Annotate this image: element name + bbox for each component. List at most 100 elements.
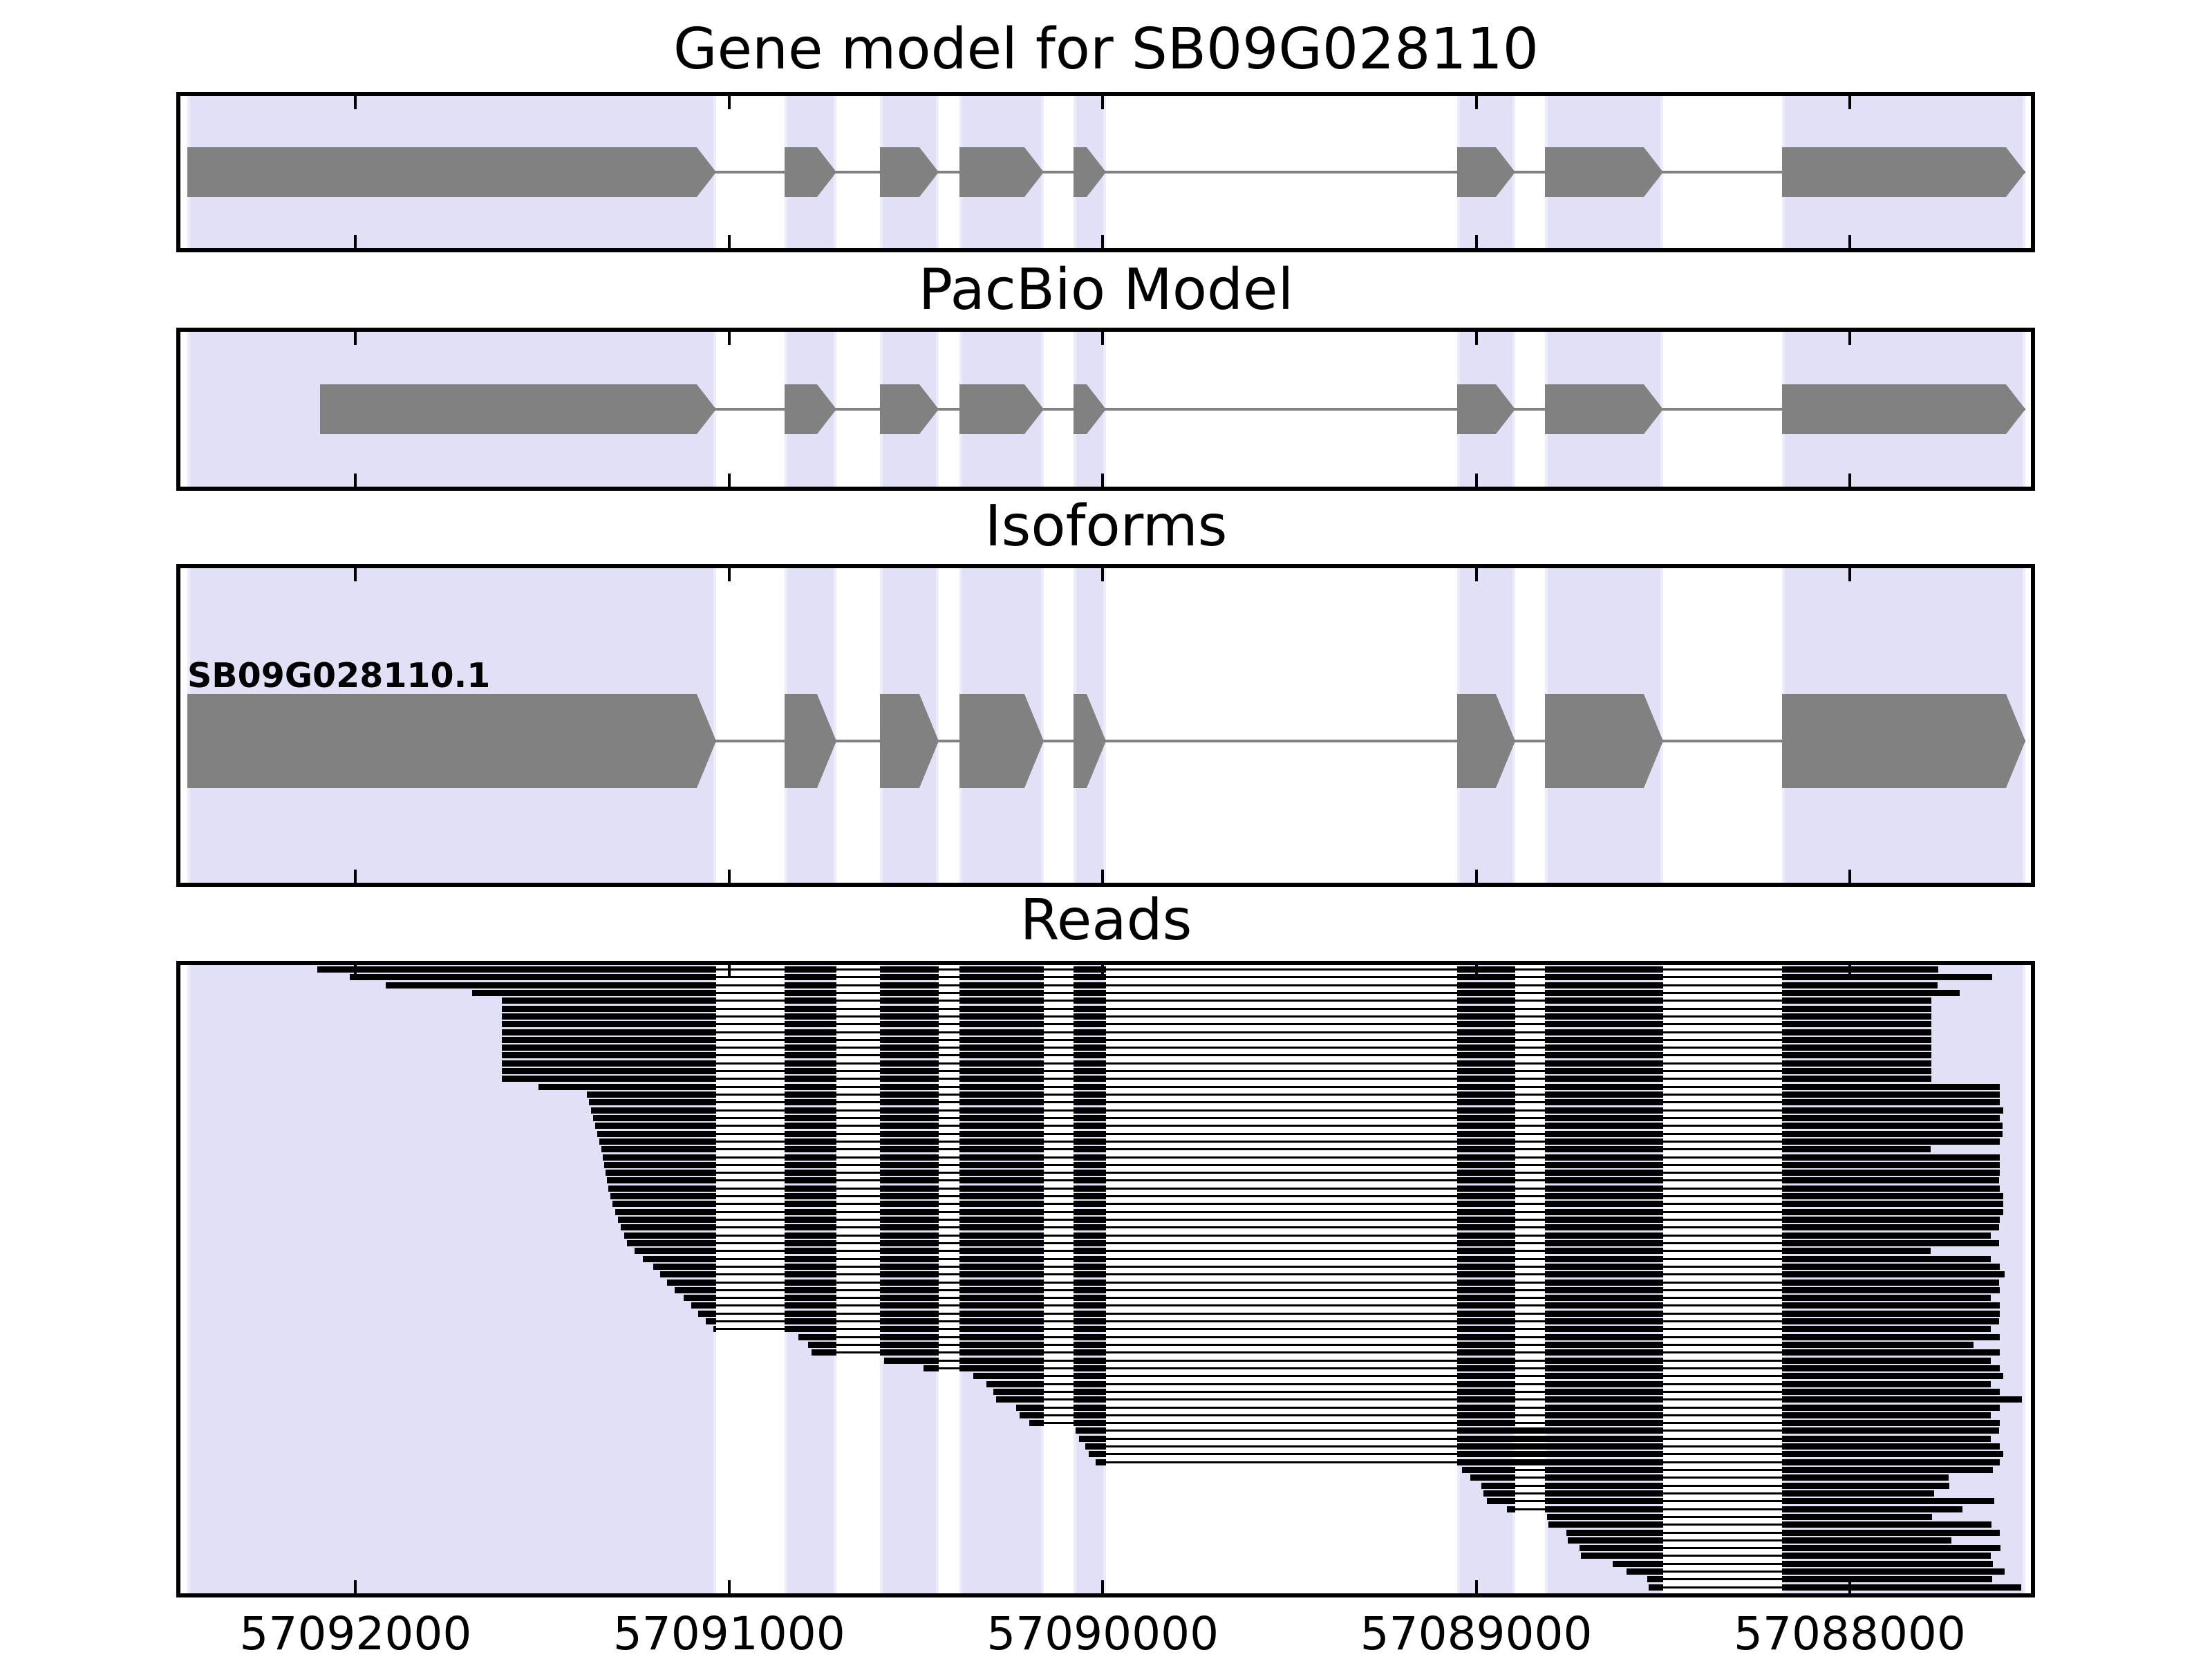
read-exon-block xyxy=(1457,1451,1515,1458)
read-intron-line xyxy=(642,1257,1991,1260)
read-exon-block xyxy=(1782,1342,1974,1348)
read-exon-block xyxy=(880,1036,939,1043)
read-exon-block xyxy=(1782,1248,1931,1255)
read-exon-block xyxy=(784,1239,836,1246)
read-intron-line xyxy=(607,1179,2000,1182)
read-exon-block xyxy=(713,1326,716,1333)
exon-arrow-body xyxy=(1074,694,1087,789)
read-exon-block xyxy=(1545,1130,1663,1137)
read-exon-block xyxy=(1545,1083,1663,1090)
read-exon-block xyxy=(784,1114,836,1121)
read-exon-block xyxy=(1782,997,1931,1004)
read-exon-block xyxy=(1457,1295,1515,1302)
read-exon-block xyxy=(959,1217,1044,1223)
read-exon-block xyxy=(1074,1286,1107,1293)
read-exon-block xyxy=(1074,1239,1107,1246)
read-exon-block xyxy=(784,1263,836,1270)
axis-tick-mark xyxy=(727,870,731,883)
axis-tick-mark xyxy=(354,474,357,487)
read-exon-block xyxy=(1782,1029,1931,1035)
read-intron-line xyxy=(713,1328,1991,1331)
read-exon-block xyxy=(604,1161,716,1168)
axis-tick-mark xyxy=(354,568,357,581)
read-exon-block xyxy=(959,1295,1044,1302)
read-exon-block xyxy=(1545,1068,1663,1075)
read-exon-block xyxy=(1029,1420,1044,1427)
read-exon-block xyxy=(959,1005,1044,1012)
axis-tick-mark xyxy=(1848,235,1851,248)
axis-tick-mark xyxy=(1474,96,1478,109)
read-exon-block xyxy=(959,1060,1044,1067)
read-exon-block xyxy=(1545,1482,1663,1489)
read-exon-block xyxy=(880,974,939,981)
read-exon-block xyxy=(784,1302,836,1309)
read-exon-block xyxy=(880,1208,939,1215)
read-exon-block xyxy=(1074,1248,1107,1255)
read-exon-block xyxy=(784,1279,836,1286)
read-exon-block xyxy=(653,1263,716,1270)
read-exon-block xyxy=(1782,1420,2000,1427)
read-exon-block xyxy=(1782,1201,2004,1208)
read-exon-block xyxy=(880,1138,939,1145)
read-exon-block xyxy=(1782,1388,2000,1395)
axis-tick-mark xyxy=(354,332,357,345)
axis-tick-mark xyxy=(1474,568,1478,581)
axis-tick-mark xyxy=(727,568,731,581)
read-exon-block xyxy=(1782,1380,1991,1387)
read-exon-block xyxy=(784,1193,836,1200)
read-exon-block xyxy=(317,966,716,973)
read-exon-block xyxy=(959,982,1044,988)
read-exon-block xyxy=(784,1255,836,1262)
read-exon-block xyxy=(1782,1060,1931,1067)
read-exon-block xyxy=(1074,1380,1107,1387)
exon-arrow-head xyxy=(2005,147,2025,197)
read-exon-block xyxy=(959,1083,1044,1090)
axis-tick-mark xyxy=(727,474,731,487)
exon-arrow-body xyxy=(187,147,697,197)
x-axis-tick-label: 57090000 xyxy=(986,1607,1219,1659)
axis-tick-mark xyxy=(1474,235,1478,248)
read-exon-block xyxy=(784,1224,836,1231)
read-exon-block xyxy=(784,1068,836,1075)
read-exon-block xyxy=(1782,1091,2000,1098)
read-exon-block xyxy=(812,1349,836,1356)
read-exon-block xyxy=(1782,1036,1931,1043)
read-exon-block xyxy=(880,1271,939,1278)
read-exon-block xyxy=(959,989,1044,996)
read-exon-block xyxy=(1545,1326,1663,1333)
read-exon-block xyxy=(1457,1068,1515,1075)
read-exon-block xyxy=(784,1185,836,1192)
read-exon-block xyxy=(1457,974,1515,981)
read-exon-block xyxy=(1457,1232,1515,1239)
read-exon-block xyxy=(1782,1052,1931,1059)
read-exon-block xyxy=(1457,1380,1515,1387)
read-exon-block xyxy=(1782,1263,2000,1270)
read-exon-block xyxy=(1457,1357,1515,1364)
read-exon-block xyxy=(1545,1029,1663,1035)
read-exon-block xyxy=(1545,997,1663,1004)
read-intron-line xyxy=(593,1116,2000,1119)
exon-arrow-body xyxy=(1457,694,1496,789)
exon-arrow-head xyxy=(2005,694,2025,789)
read-exon-block xyxy=(880,1029,939,1035)
exon-arrow-body xyxy=(1457,147,1496,197)
read-exon-block xyxy=(1074,1232,1107,1239)
read-exon-block xyxy=(1457,1154,1515,1161)
reads-panel xyxy=(176,961,2035,1597)
read-exon-block xyxy=(959,1154,1044,1161)
read-exon-block xyxy=(1545,1208,1663,1215)
read-exon-block xyxy=(667,1279,716,1286)
read-exon-block xyxy=(1545,1239,1663,1246)
read-exon-block xyxy=(959,1201,1044,1208)
read-exon-block xyxy=(1545,1170,1663,1177)
read-exon-block xyxy=(880,966,939,973)
read-exon-block xyxy=(880,1177,939,1184)
read-exon-block xyxy=(959,1286,1044,1293)
exon-arrow-body xyxy=(784,147,817,197)
read-intron-line xyxy=(1462,1469,1993,1471)
read-intron-line xyxy=(502,1038,1931,1041)
track-title-isoforms: Isoforms xyxy=(984,494,1228,559)
read-exon-block xyxy=(784,1310,836,1317)
read-exon-block xyxy=(1074,1130,1107,1137)
read-exon-block xyxy=(1782,1279,2000,1286)
